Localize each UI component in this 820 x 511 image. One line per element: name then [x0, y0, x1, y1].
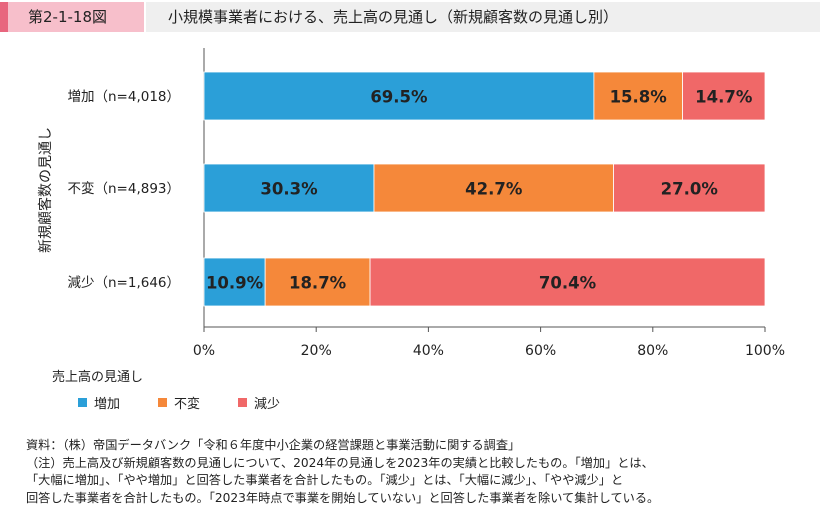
note-line-3: 回答した事業者を合計したもの。「2023年時点で事業を開始していない」と回答した… [26, 490, 660, 505]
data-label: 69.5% [370, 88, 428, 107]
data-label: 10.9% [206, 274, 264, 293]
legend-label: 減少 [254, 397, 281, 412]
legend-items: 増加 不変 減少 [52, 393, 452, 412]
bar-segment [369, 257, 766, 307]
note-line-2: 「大幅に増加」、「やや増加」と回答した事業者を合計したもの。「減少」とは、「大幅… [26, 473, 624, 487]
figure-header: 第2-1-18図 小規模事業者における、売上高の見通し（新規顧客数の見通し別） [0, 0, 820, 34]
y-axis-title: 新規顧客数の見通し [37, 127, 54, 253]
legend: 売上高の見通し 増加 不変 減少 [52, 366, 452, 412]
note-source: 資料：（株）帝国データバンク「令和６年度中小企業の経営課題と事業活動に関する調査… [26, 438, 521, 452]
legend-item: 増加 [78, 393, 120, 412]
bar-segment [593, 71, 683, 121]
legend-item: 減少 [238, 393, 280, 412]
data-label: 70.4% [539, 274, 597, 293]
bar-segment [613, 163, 766, 213]
category-label: 不変（n=4,893） [67, 180, 180, 197]
figure-title: 小規模事業者における、売上高の見通し（新規顧客数の見通し別） [146, 2, 820, 32]
legend-item: 不変 [158, 393, 200, 412]
bar-segment [373, 163, 614, 213]
category-label: 減少（n=1,646） [67, 274, 180, 291]
bar-segment [682, 71, 766, 121]
legend-title: 売上高の見通し [52, 370, 144, 385]
x-tick-label: 40% [413, 343, 444, 359]
legend-label: 不変 [174, 397, 201, 412]
figure-number: 第2-1-18図 [0, 2, 144, 32]
notes: 資料：（株）帝国データバンク「令和６年度中小企業の経営課題と事業活動に関する調査… [26, 437, 816, 507]
x-tick-label: 100% [745, 343, 785, 359]
x-tick-label: 60% [525, 343, 556, 359]
data-label: 30.3% [260, 180, 318, 199]
data-label: 14.7% [695, 88, 753, 107]
data-label: 18.7% [289, 274, 347, 293]
bar-segment [203, 163, 375, 213]
note-line-1: （注）売上高及び新規顧客数の見通しについて、2024年の見通しを2023年の実績… [26, 455, 654, 470]
data-label: 27.0% [661, 180, 719, 199]
data-label: 15.8% [610, 88, 668, 107]
data-label: 42.7% [465, 180, 523, 199]
legend-swatch [238, 398, 248, 407]
bar-segment [203, 257, 266, 307]
x-tick-label: 80% [637, 343, 668, 359]
legend-swatch [158, 398, 168, 407]
bar-segment [264, 257, 371, 307]
x-tick-label: 20% [301, 343, 332, 359]
x-tick-label: 0% [193, 343, 215, 359]
bar-segment [203, 71, 595, 121]
legend-swatch [78, 398, 87, 407]
legend-label: 増加 [94, 397, 121, 412]
category-label: 増加（n=4,018） [67, 89, 180, 105]
stacked-bar-chart: 0% 20% 40% 60% 80% 100% 新規顧客数の見通し 増加（n=4,018） 69… [37, 48, 785, 359]
